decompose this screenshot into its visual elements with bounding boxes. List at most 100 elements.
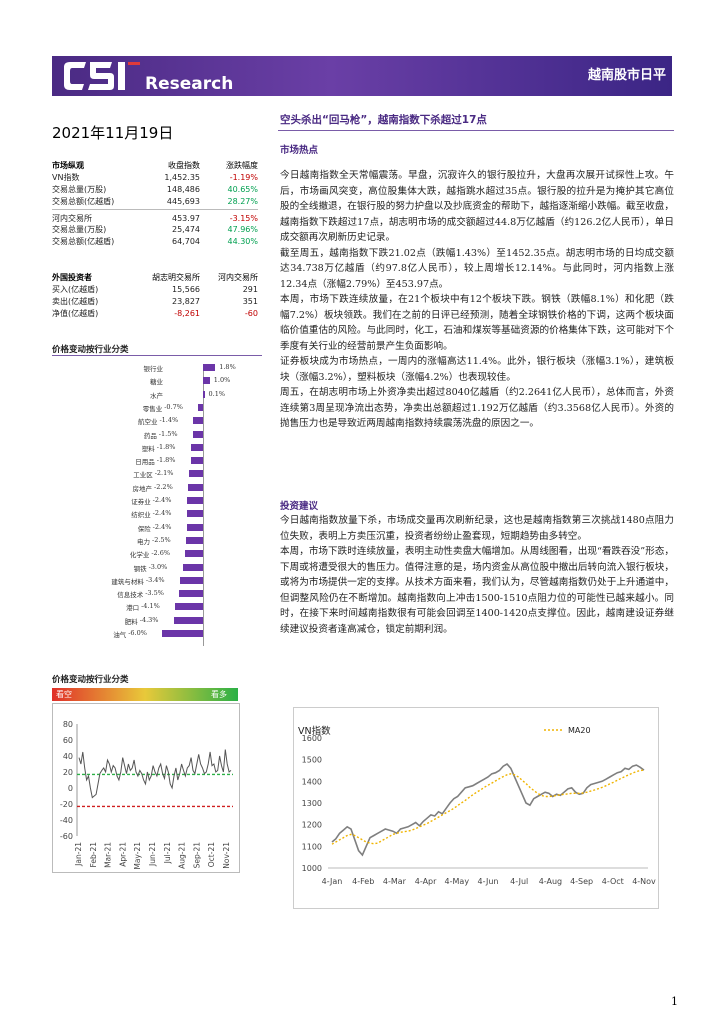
- sector-value-label: 1.0%: [213, 376, 231, 385]
- stats-cell: VN指数: [52, 173, 80, 183]
- stats-row: 卖出(亿越盾) 23,827 351: [52, 296, 262, 308]
- sector-bar: [179, 590, 203, 598]
- page-number: 1: [671, 995, 678, 1008]
- col-hnx-header: 河内交易所: [218, 273, 258, 283]
- sector-label: 工业区: [133, 471, 153, 480]
- x-tick-label: Oct-21: [207, 842, 216, 867]
- sector-bar: [192, 430, 203, 438]
- stats-row: 交易总额(亿越盾) 64,704 44.30%: [52, 236, 262, 248]
- sector-value-label: 1.8%: [219, 363, 236, 371]
- divider: [52, 209, 258, 211]
- csi-logo: [64, 62, 140, 90]
- stats-cell: 25,474: [172, 225, 200, 235]
- sector-label: 建筑与材料: [111, 577, 144, 586]
- sector-label: 银行业: [143, 365, 164, 373]
- paragraph: 周五，在胡志明市场上外资净卖出超过8040亿越盾（约2.2641亿人民币），总体…: [280, 387, 674, 429]
- sector-bar: [188, 470, 203, 478]
- vn-index-line-chart: VN指数 MA20 1600 1500 1400 1300 1200 1100 10004-Ja…: [298, 725, 656, 886]
- sector-bar-row: 港口 -4.1%: [60, 601, 260, 612]
- chart-title: VN指数: [298, 725, 331, 737]
- sector-value-label: -1.4%: [159, 416, 179, 425]
- header-banner: [52, 56, 672, 96]
- sector-label: 油气: [113, 631, 127, 639]
- y-tick-label: 20: [63, 768, 73, 777]
- sector-bar: [193, 417, 203, 425]
- sector-label: 纺织业: [131, 511, 151, 520]
- x-tick-label: Jan-21: [74, 842, 83, 867]
- sector-bar: [186, 523, 203, 531]
- sector-label: 港口: [126, 604, 140, 613]
- sector-bar: [186, 497, 203, 504]
- stats-row: 河内交易所 453.97 -3.15%: [52, 212, 262, 224]
- y-tick-label: 1300: [302, 799, 322, 808]
- sector-label: 零售业: [142, 404, 163, 413]
- stats-row: 交易总额(亿越盾) 445,693 28.27%: [52, 195, 262, 207]
- stats-cell: 47.96%: [227, 225, 258, 235]
- sector-bar-row: 化学业 -2.6%: [60, 548, 260, 559]
- sector-bar: [198, 403, 203, 411]
- x-tick-label: 4-Apr: [415, 877, 437, 886]
- stats-cell: 40.65%: [227, 184, 258, 194]
- sector-value-label: -1.8%: [156, 456, 176, 465]
- sector-value-label: -4.1%: [141, 602, 160, 611]
- sector-value-label: -2.1%: [154, 469, 174, 478]
- paragraph: 今日越南指数全天常幅震荡。早盘，沉寂许久的银行股拉升，大盘再次展开试探性上攻。午…: [280, 170, 674, 243]
- sector-bar-row: 药品 -1.5%: [60, 429, 260, 440]
- stats-cell: -8,261: [174, 308, 200, 318]
- x-tick-label: Feb-21: [89, 842, 98, 868]
- sector-value-label: -3.0%: [148, 562, 168, 571]
- stats-cell: -3.15%: [229, 213, 258, 223]
- divider: [278, 130, 674, 131]
- stats-row: 净值(亿越盾) -8,261 -60: [52, 307, 262, 319]
- sector-bar: [173, 616, 203, 624]
- y-tick-label: 1200: [302, 821, 322, 830]
- x-tick-label: 4-Oct: [602, 877, 624, 886]
- x-tick-label: Nov-21: [222, 842, 231, 869]
- sector-chart-title: 价格变动按行业分类: [52, 345, 129, 355]
- sector-bar-row: 糖业 1.0%: [60, 375, 260, 386]
- y-tick-label: 60: [63, 736, 73, 745]
- stats-cell: 351: [242, 296, 258, 306]
- col-hose-header: 胡志明交易所: [152, 273, 200, 283]
- sector-bar: [190, 443, 203, 451]
- stats-cell: 卖出(亿越盾): [52, 296, 99, 306]
- sector-value-label: -6.0%: [128, 629, 147, 637]
- sector-bar-row: 油气 -6.0%: [60, 628, 260, 639]
- y-tick-label: -60: [60, 832, 73, 841]
- x-tick-label: Mar-21: [104, 842, 113, 868]
- advice-section-body: 今日越南指数放量下杀，市场成交量再次刷新纪录，这也是越南指数第三次挑战1480点…: [280, 513, 674, 637]
- x-tick-label: 4-Nov: [632, 877, 656, 886]
- sentiment-chart-frame: 80 60 40 20 0 -20 -40 -60 Jan-21 Feb-21 Mar-21 Apr-…: [52, 703, 240, 873]
- sector-label: 证券业: [131, 498, 151, 506]
- sector-label: 塑料: [141, 444, 155, 453]
- sector-bar-row: 钢铁 -3.0%: [60, 562, 260, 573]
- paragraph: 今日越南指数放量下杀，市场成交量再次刷新纪录，这也是越南指数第三次挑战1480点…: [280, 515, 674, 542]
- sector-label: 日用品: [135, 458, 155, 467]
- stats-cell: 交易总量(万股): [52, 184, 107, 194]
- stats-row: 交易总量(万股) 25,474 47.96%: [52, 224, 262, 236]
- vn-index-chart-frame: VN指数 MA20 1600 1500 1400 1300 1200 1100 1000 4-Ja…: [293, 707, 659, 909]
- x-tick-label: 4-Mar: [383, 877, 407, 886]
- divider: [52, 355, 262, 356]
- stats-cell: 445,693: [166, 196, 200, 206]
- hot-section-title: 市场热点: [280, 145, 319, 156]
- sector-value-label: -0.7%: [164, 402, 183, 411]
- sector-bar: [175, 603, 203, 611]
- stats-cell: 买入(亿越盾): [52, 285, 99, 295]
- sector-value-label: 0.1%: [208, 389, 226, 398]
- stats-cell: 453.97: [172, 213, 200, 223]
- sector-value-label: -4.3%: [139, 615, 159, 624]
- y-tick-label: 1600: [302, 734, 322, 743]
- sector-bar-row: 建筑与材料 -3.4%: [60, 575, 260, 586]
- stats-row: 交易总量(万股) 148,486 40.65%: [52, 184, 262, 196]
- sector-label: 房地产: [132, 484, 153, 493]
- vn-index-series-line: [331, 762, 645, 857]
- sector-value-label: -2.4%: [152, 522, 172, 531]
- sector-label: 保险: [137, 524, 151, 533]
- paragraph: 本周，市场下跌连续放量，在21个板块中有12个板块下跌。钢铁（跌幅8.1%）和化…: [280, 294, 674, 352]
- sector-bar-row: 工业区 -2.1%: [60, 468, 260, 479]
- sector-bar-row: 水产 0.1%: [60, 389, 260, 400]
- sector-chart-axis: [203, 364, 204, 646]
- sector-bar: [188, 483, 203, 491]
